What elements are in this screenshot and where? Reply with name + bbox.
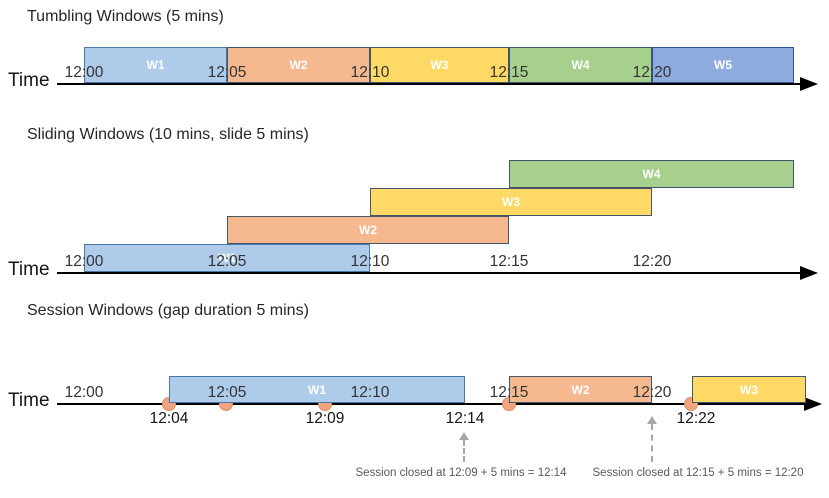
sliding-window-label-w2: W2	[359, 223, 377, 237]
session-window-w3: W3	[692, 376, 806, 403]
sliding-window-w4: W4	[509, 160, 794, 188]
tumbling-section-title: Tumbling Windows (5 mins)	[27, 8, 224, 25]
session-section-title: Session Windows (gap duration 5 mins)	[27, 302, 309, 319]
tumbling-tick-12:10: 12:10	[350, 64, 390, 81]
session-window-label-w2: W2	[571, 382, 590, 397]
sliding-axis-arrowhead-icon	[800, 266, 818, 280]
tumbling-time-axis-label: Time	[8, 70, 50, 91]
session-event-label-12:22: 12:22	[676, 410, 716, 427]
tumbling-time-axis	[57, 83, 800, 85]
tumbling-window-label-w2: W2	[289, 58, 308, 72]
sliding-section-title: Sliding Windows (10 mins, slide 5 mins)	[27, 126, 309, 143]
session-window-label-w3: W3	[740, 382, 758, 397]
tumbling-tick-12:15: 12:15	[489, 64, 529, 81]
session-event-label-12:09: 12:09	[305, 410, 345, 427]
sliding-window-label-w1: W1	[218, 251, 236, 265]
sliding-window-w1: W1	[84, 244, 370, 272]
session-annotation-arrow-icon-1	[459, 432, 469, 440]
sliding-window-w2: W2	[227, 216, 509, 244]
session-time-axis	[57, 403, 806, 405]
tumbling-tick-12:20: 12:20	[632, 64, 672, 81]
session-tick-12:05: 12:05	[207, 384, 247, 401]
sliding-tick-12:05: 12:05	[207, 253, 247, 270]
sliding-window-w3: W3	[370, 188, 652, 216]
tumbling-window-label-w1: W1	[146, 58, 165, 72]
session-tick-12:10: 12:10	[350, 384, 390, 401]
tumbling-window-w5: W5	[652, 47, 794, 83]
sliding-time-axis	[57, 272, 800, 274]
sliding-window-label-w4: W4	[642, 167, 661, 181]
session-annotation-arrow-line-1	[463, 440, 465, 462]
session-annotation-text-2: Session closed at 12:15 + 5 mins = 12:20	[592, 467, 804, 479]
sliding-tick-12:20: 12:20	[632, 253, 672, 270]
session-tick-12:20: 12:20	[632, 384, 672, 401]
session-annotation-arrow-line-2	[651, 424, 653, 462]
tumbling-window-w4: W4	[509, 47, 652, 83]
tumbling-tick-12:00: 12:00	[64, 64, 104, 81]
tumbling-window-w1: W1	[84, 47, 227, 83]
session-event-label-12:04: 12:04	[149, 410, 189, 427]
session-annotation-text-1: Session closed at 12:09 + 5 mins = 12:14	[355, 467, 567, 479]
session-window-w1: W1	[169, 376, 465, 403]
sliding-tick-12:15: 12:15	[489, 253, 529, 270]
sliding-tick-12:10: 12:10	[350, 253, 390, 270]
session-tick-12:15: 12:15	[489, 384, 529, 401]
sliding-time-axis-label: Time	[8, 259, 50, 280]
tumbling-axis-arrowhead-icon	[800, 77, 818, 91]
session-time-axis-label: Time	[8, 390, 50, 411]
tumbling-window-label-w4: W4	[571, 58, 590, 72]
tumbling-tick-12:05: 12:05	[207, 64, 247, 81]
tumbling-window-label-w5: W5	[714, 58, 732, 72]
sliding-tick-12:00: 12:00	[64, 253, 104, 270]
tumbling-window-w3: W3	[370, 47, 509, 83]
session-event-label-12:14: 12:14	[445, 410, 485, 427]
session-window-w2: W2	[509, 376, 652, 403]
session-annotation-arrow-icon-2	[647, 416, 657, 424]
sliding-window-label-w3: W3	[502, 195, 520, 209]
session-window-label-w1: W1	[308, 382, 326, 397]
session-axis-arrowhead-icon	[804, 397, 822, 411]
tumbling-window-w2: W2	[227, 47, 370, 83]
tumbling-window-label-w3: W3	[430, 58, 449, 72]
session-tick-12:00: 12:00	[64, 384, 104, 401]
